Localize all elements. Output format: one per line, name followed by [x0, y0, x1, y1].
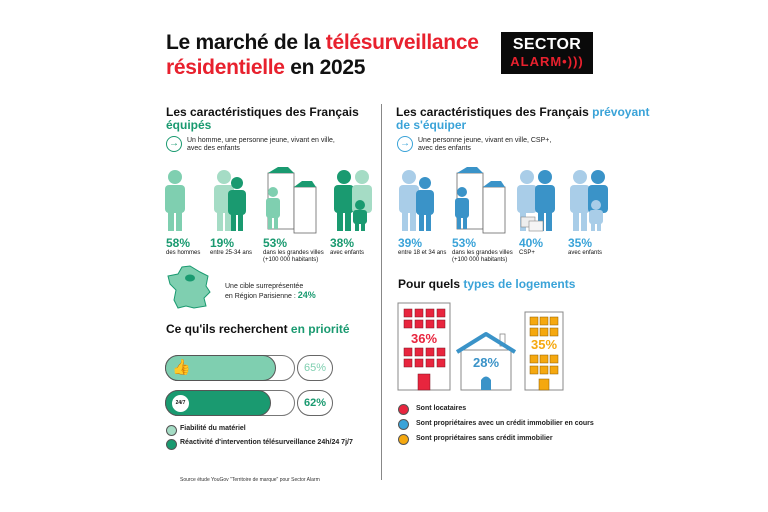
- left-summary: Un homme, une personne jeune, vivant en …: [187, 137, 335, 153]
- apartment-building-red-icon: [397, 302, 451, 391]
- city-buildings-icon: [266, 167, 317, 234]
- left-heading: Les caractéristiques des Français équipé…: [166, 106, 359, 132]
- right-figures: [399, 167, 608, 234]
- right-heading: Les caractéristiques des Français prévoy…: [396, 106, 649, 132]
- legend-dot-green: [166, 439, 177, 450]
- legend-dot-blue: [398, 419, 409, 430]
- housing-heading: Pour quels types de logements: [398, 278, 575, 291]
- housing-heading-text: Pour quels: [398, 277, 464, 291]
- section-divider: [381, 104, 382, 480]
- legend-dot-red: [398, 404, 409, 415]
- priority-value-1: 65%: [297, 355, 333, 381]
- region-value: 24%: [297, 290, 316, 300]
- housing-value-owners-no-credit: 35%: [530, 337, 558, 352]
- left-figures: [165, 167, 372, 234]
- housing-value-renters: 36%: [410, 331, 438, 346]
- left-heading-line2: équipés: [166, 118, 212, 132]
- left-stat-4: 38% avec enfants: [330, 236, 364, 257]
- stat-label: avec enfants: [568, 250, 603, 256]
- family-icon: [570, 170, 608, 231]
- stat-label-2: (+100 000 habitants): [452, 257, 508, 263]
- stat-value: 35%: [568, 236, 593, 250]
- right-stat-4: 35% avec enfants: [568, 236, 602, 257]
- priority-value-2: 62%: [297, 390, 333, 416]
- source-note: Source étude YouGov "Territoire de marqu…: [180, 477, 320, 483]
- legend-dot-orange: [398, 434, 409, 445]
- stat-label: entre 18 et 34 ans: [398, 250, 447, 256]
- housing-value-owners-credit: 28%: [472, 355, 500, 370]
- right-heading-highlight: prévoyant: [592, 105, 650, 119]
- right-summary-line2: avec des enfants: [418, 145, 471, 152]
- sector-alarm-logo: SECTOR ALARM•))): [501, 32, 593, 74]
- region-line2: en Région Parisienne :: [225, 293, 298, 300]
- young-couple-icon: [214, 170, 246, 231]
- region-text: Une cible surreprésentée en Région Paris…: [225, 283, 316, 301]
- stat-value: 39%: [398, 236, 423, 250]
- title-highlight: télésurveillance: [325, 31, 479, 54]
- family-icon: [334, 170, 372, 231]
- right-stat-3: 40% CSP+: [519, 236, 543, 257]
- logo-line-1: SECTOR: [512, 36, 582, 53]
- right-summary: Une personne jeune, vivant en ville, CSP…: [418, 137, 551, 153]
- city-buildings-icon: [455, 167, 506, 234]
- apartment-building-orange-icon: [524, 311, 564, 391]
- stat-label: avec enfants: [330, 250, 365, 256]
- stat-label-2: (+100 000 habitants): [263, 257, 319, 263]
- stat-value: 38%: [330, 236, 355, 250]
- title-highlight-2: résidentielle: [166, 56, 285, 79]
- stat-value: 53%: [263, 236, 288, 250]
- clock-24-7-icon: 24/7: [171, 394, 190, 413]
- left-summary-line2: avec des enfants: [187, 145, 240, 152]
- stat-value: 19%: [210, 236, 235, 250]
- stat-label: entre 25-34 ans: [210, 250, 253, 256]
- stat-label: dans les grandes villes: [263, 250, 324, 256]
- priority-heading: Ce qu'ils recherchent en priorité: [166, 323, 350, 336]
- logo-line-2: ALARM•))): [510, 54, 584, 69]
- house-blue-icon: [455, 332, 517, 391]
- thumbs-up-icon: 👍: [172, 359, 191, 376]
- stat-label: des hommes: [166, 250, 201, 256]
- title-year: en 2025: [284, 56, 366, 79]
- right-stat-1: 39% entre 18 et 34 ans: [398, 236, 446, 257]
- housing-legend-3: Sont propriétaires sans crédit immobilie…: [416, 435, 553, 442]
- arrow-right-icon: →: [397, 136, 413, 152]
- left-heading-line1: Les caractéristiques des Français: [166, 105, 359, 119]
- housing-heading-highlight: types de logements: [463, 277, 576, 291]
- man-icon: [165, 170, 185, 231]
- stat-value: 53%: [452, 236, 477, 250]
- page-title: Le marché de la télésurveillance résiden…: [166, 30, 479, 80]
- stat-value: 58%: [166, 236, 191, 250]
- left-stat-2: 19% entre 25-34 ans: [210, 236, 252, 257]
- csp-couple-icon: [517, 170, 555, 232]
- housing-legend-2: Sont propriétaires avec un crédit immobi…: [416, 420, 594, 427]
- left-summary-line1: Un homme, une personne jeune, vivant en …: [187, 137, 335, 144]
- france-map-icon: [167, 265, 211, 309]
- housing-legend-1: Sont locataires: [416, 405, 467, 412]
- right-heading-line2: de s'équiper: [396, 118, 467, 132]
- young-adults-icon: [399, 170, 434, 231]
- stat-label: CSP+: [519, 250, 535, 256]
- stat-value: 40%: [519, 236, 544, 250]
- arrow-right-icon: →: [166, 136, 182, 152]
- right-summary-line1: Une personne jeune, vivant en ville, CSP…: [418, 137, 552, 144]
- legend-label-2: Réactivité d'intervention télésurveillan…: [180, 439, 353, 446]
- right-heading-text: Les caractéristiques des Français: [396, 105, 593, 119]
- legend-label-1: Fiabilité du matériel: [180, 425, 246, 432]
- stat-label: dans les grandes villes: [452, 250, 513, 256]
- left-stat-1: 58% des hommes: [166, 236, 200, 257]
- left-stat-3: 53% dans les grandes villes (+100 000 ha…: [263, 236, 324, 264]
- priority-bar-fill-1: [165, 355, 276, 381]
- housing-illustrations: [397, 302, 564, 391]
- priority-heading-text: Ce qu'ils recherchent: [166, 322, 291, 336]
- region-line1: Une cible surreprésentée: [225, 283, 304, 290]
- title-text: Le marché de la: [166, 31, 326, 54]
- priority-heading-highlight: en priorité: [290, 322, 350, 336]
- legend-dot-light-green: [166, 425, 177, 436]
- right-stat-2: 53% dans les grandes villes (+100 000 ha…: [452, 236, 513, 264]
